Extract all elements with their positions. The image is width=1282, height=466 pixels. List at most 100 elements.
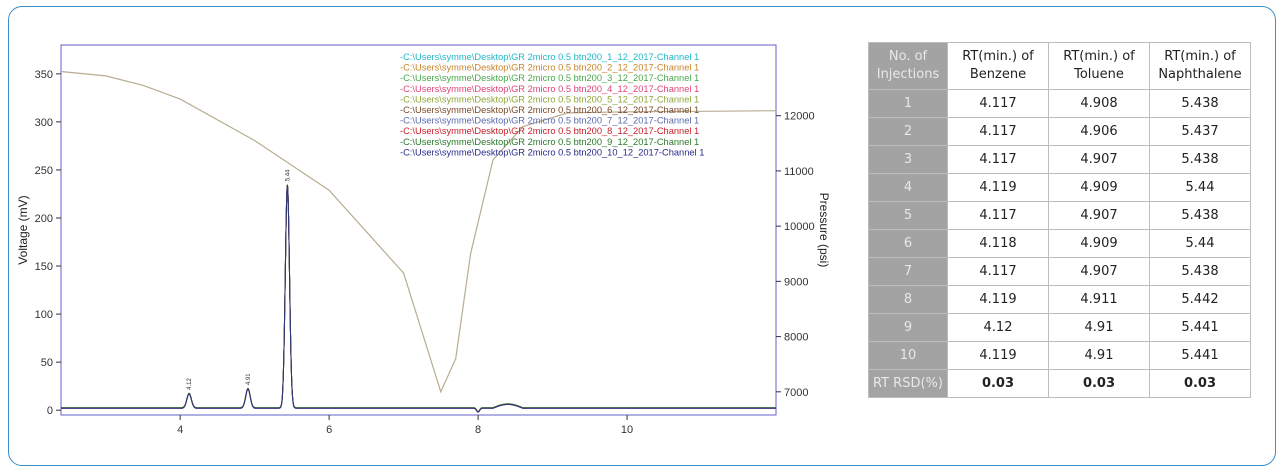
injection-number: 6	[868, 229, 948, 258]
rt-value: 4.117	[947, 89, 1049, 118]
rt-value: 5.441	[1149, 341, 1251, 370]
legend-entry: -C:\Users\symme\Desktop\GR 2micro 0.5 bt…	[400, 94, 699, 104]
signal-trace	[61, 184, 776, 412]
injection-number: 7	[868, 257, 948, 286]
y2-tick-label: 7000	[784, 387, 808, 399]
rt-value: 5.437	[1149, 117, 1251, 146]
table-row: 6 4.118 4.909 5.44	[868, 229, 1251, 258]
table-row: 4 4.119 4.909 5.44	[868, 173, 1251, 202]
y2-tick-label: 8000	[784, 332, 808, 344]
injection-number: 5	[868, 201, 948, 230]
signal-trace	[61, 184, 776, 413]
rt-value: 4.117	[947, 257, 1049, 286]
x-tick-label: 10	[621, 424, 633, 436]
rt-value: 4.908	[1048, 89, 1150, 118]
rt-value: 5.442	[1149, 285, 1251, 314]
pressure-trace	[60, 70, 777, 394]
header-toluene: RT(min.) of Toluene	[1048, 42, 1150, 90]
signal-trace	[61, 184, 776, 412]
rsd-value: 0.03	[1149, 369, 1251, 398]
table-row: 8 4.119 4.911 5.442	[868, 285, 1251, 314]
rt-value: 4.119	[947, 341, 1049, 370]
rt-value: 5.438	[1149, 145, 1251, 174]
signal-trace	[61, 185, 776, 413]
injection-number: 1	[868, 89, 948, 118]
table-row: 7 4.117 4.907 5.438	[868, 257, 1251, 286]
rt-value: 5.438	[1149, 201, 1251, 230]
header-benzene: RT(min.) of Benzene	[947, 42, 1049, 90]
peak-label: 5.44	[285, 169, 291, 181]
rt-value: 4.91	[1048, 313, 1150, 342]
rt-value: 4.117	[947, 201, 1049, 230]
y-tick-label: 200	[35, 213, 53, 225]
y-tick-label: 150	[35, 261, 53, 273]
y2-tick-label: 11000	[784, 166, 814, 178]
injection-number: 8	[868, 285, 948, 314]
y-tick-label: 0	[47, 405, 53, 417]
rt-value: 4.12	[947, 313, 1049, 342]
rt-value: 5.438	[1149, 257, 1251, 286]
legend-entry: -C:\Users\symme\Desktop\GR 2micro 0.5 bt…	[400, 52, 699, 62]
table-row-rsd: RT RSD(%) 0.03 0.03 0.03	[868, 369, 1251, 398]
signal-trace	[61, 184, 776, 413]
legend-entry: -C:\Users\symme\Desktop\GR 2micro 0.5 bt…	[400, 84, 699, 94]
retention-time-table: No. of Injections RT(min.) of Benzene RT…	[868, 42, 1251, 398]
rt-value: 4.906	[1048, 117, 1150, 146]
legend-entry: -C:\Users\symme\Desktop\GR 2micro 0.5 bt…	[400, 73, 699, 83]
signal-trace	[61, 185, 776, 413]
y2-axis-label: Pressure (psi)	[817, 193, 831, 268]
plot-area	[60, 44, 777, 416]
signal-trace	[61, 185, 776, 413]
legend-entry: -C:\Users\symme\Desktop\GR 2micro 0.5 bt…	[400, 147, 704, 157]
injection-number: 3	[868, 145, 948, 174]
table-row: 9 4.12 4.91 5.441	[868, 313, 1251, 342]
rt-value: 4.907	[1048, 257, 1150, 286]
x-tick-label: 4	[177, 424, 183, 436]
rt-value: 4.907	[1048, 201, 1150, 230]
peak-label: 4.91	[246, 373, 252, 385]
chromatogram-chart: 0 50 100 150 200 250 300 350 7000 8000 9000 10000 11…	[16, 44, 831, 436]
y-tick-label: 50	[41, 357, 53, 369]
rt-value: 5.441	[1149, 313, 1251, 342]
table-row: 1 4.117 4.908 5.438	[868, 89, 1251, 118]
rt-value: 5.438	[1149, 89, 1251, 118]
rt-value: 4.117	[947, 145, 1049, 174]
y-axis-label: Voltage (mV)	[16, 195, 30, 264]
y-tick-label: 100	[35, 309, 53, 321]
legend-entry: -C:\Users\symme\Desktop\GR 2micro 0.5 bt…	[400, 116, 699, 126]
rt-value: 4.119	[947, 285, 1049, 314]
rt-value: 4.909	[1048, 229, 1150, 258]
injection-number: 9	[868, 313, 948, 342]
signal-trace	[61, 184, 776, 412]
peak-label: 4.12	[187, 378, 193, 390]
rt-value: 4.91	[1048, 341, 1150, 370]
y2-tick-label: 9000	[784, 276, 808, 288]
rt-value: 5.44	[1149, 229, 1251, 258]
x-tick-label: 8	[475, 424, 481, 436]
y2-tick-label: 12000	[784, 111, 815, 123]
rt-value: 4.911	[1048, 285, 1150, 314]
rt-value: 5.44	[1149, 173, 1251, 202]
signal-trace	[61, 185, 776, 413]
rsd-value: 0.03	[1048, 369, 1150, 398]
table-header-row: No. of Injections RT(min.) of Benzene RT…	[868, 42, 1251, 90]
injection-number: 10	[868, 341, 948, 370]
x-tick-label: 6	[326, 424, 332, 436]
signal-trace	[61, 184, 776, 413]
legend-entry: -C:\Users\symme\Desktop\GR 2micro 0.5 bt…	[400, 126, 699, 136]
table-row: 10 4.119 4.91 5.441	[868, 341, 1251, 370]
header-naphthalene: RT(min.) of Naphthalene	[1149, 42, 1251, 90]
legend-entry: -C:\Users\symme\Desktop\GR 2micro 0.5 bt…	[400, 137, 699, 147]
legend-entry: -C:\Users\symme\Desktop\GR 2micro 0.5 bt…	[400, 105, 699, 115]
y-tick-label: 300	[35, 117, 53, 129]
table-row: 2 4.117 4.906 5.437	[868, 117, 1251, 146]
injection-number: 2	[868, 117, 948, 146]
table-row: 3 4.117 4.907 5.438	[868, 145, 1251, 174]
y-tick-label: 350	[35, 69, 53, 81]
rt-value: 4.119	[947, 173, 1049, 202]
rsd-value: 0.03	[947, 369, 1049, 398]
y2-tick-label: 10000	[784, 221, 815, 233]
rt-value: 4.118	[947, 229, 1049, 258]
injection-number: 4	[868, 173, 948, 202]
header-injections: No. of Injections	[868, 42, 948, 90]
